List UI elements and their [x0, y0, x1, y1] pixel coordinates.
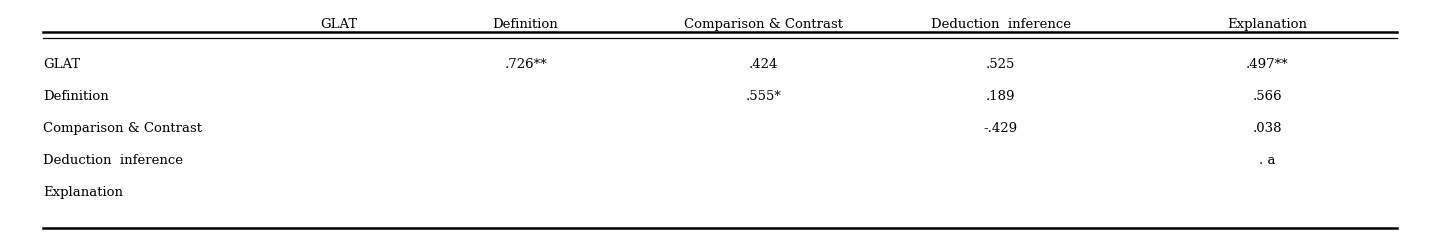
Text: Definition: Definition [492, 18, 559, 31]
Text: Explanation: Explanation [43, 186, 124, 199]
Text: GLAT: GLAT [320, 18, 357, 31]
Text: .525: .525 [986, 58, 1015, 71]
Text: Deduction  inference: Deduction inference [930, 18, 1071, 31]
Text: Comparison & Contrast: Comparison & Contrast [684, 18, 842, 31]
Text: . a: . a [1259, 154, 1276, 167]
Text: Definition: Definition [43, 90, 109, 103]
Text: Comparison & Contrast: Comparison & Contrast [43, 122, 202, 135]
Text: .497**: .497** [1246, 58, 1289, 71]
Text: -.429: -.429 [984, 122, 1018, 135]
Text: Deduction  inference: Deduction inference [43, 154, 183, 167]
Text: Explanation: Explanation [1227, 18, 1308, 31]
Text: .555*: .555* [746, 90, 780, 103]
Text: .038: .038 [1253, 122, 1282, 135]
Text: .726**: .726** [504, 58, 547, 71]
Text: .189: .189 [986, 90, 1015, 103]
Text: GLAT: GLAT [43, 58, 81, 71]
Text: .424: .424 [749, 58, 778, 71]
Text: .566: .566 [1253, 90, 1282, 103]
